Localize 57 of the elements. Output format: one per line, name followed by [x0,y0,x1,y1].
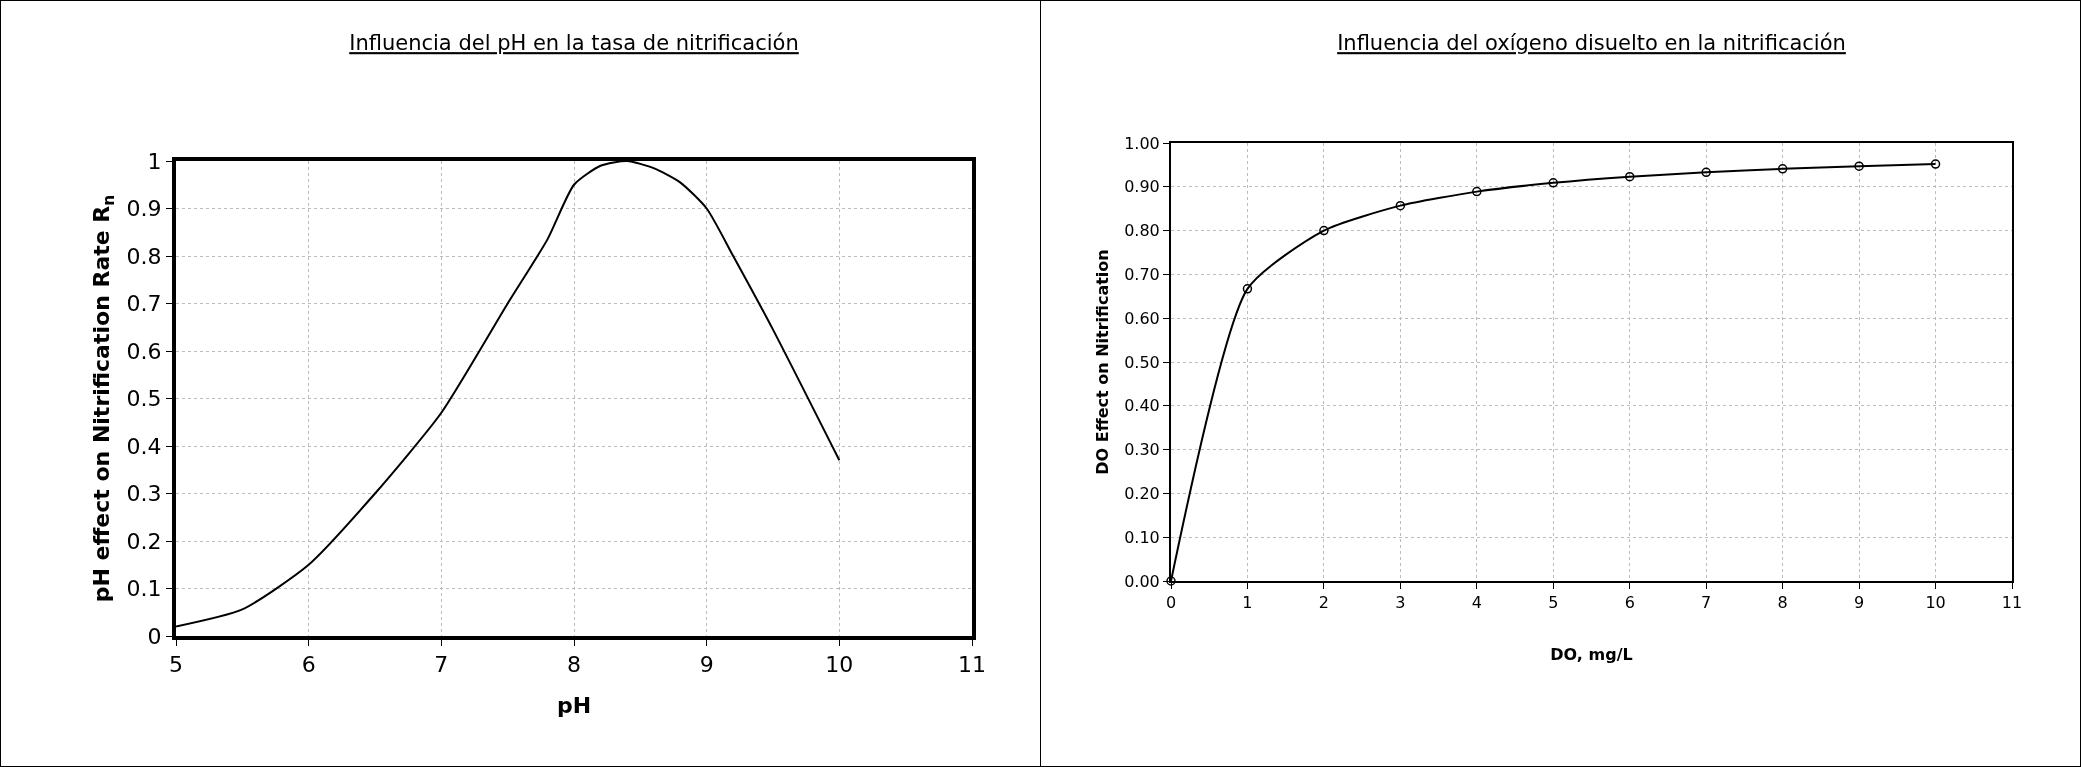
point [1395,200,1406,211]
y-tick-label: 0.1 [126,576,162,602]
point [1472,186,1482,197]
x-tick-label: 10 [1925,593,1946,613]
x-axis-title: DO, mg/L [1550,645,1633,665]
x-tick-label: 9 [699,652,714,678]
point [1624,171,1635,182]
x-tick-label: 10 [825,652,854,678]
y-axis-title: DO Effect on Nitrification [1092,249,1112,475]
x-tick-label: 7 [434,652,449,678]
y-tick-label: 0.5 [126,386,162,412]
point [1319,225,1329,236]
y-tick-label: 0.9 [126,196,162,222]
x-tick-label: 7 [1701,593,1712,613]
x-tick-label: 5 [169,652,183,678]
y-tick-label: 0.00 [1124,571,1160,591]
x-axis-title: pH [556,692,592,718]
x-tick-label: 5 [1548,593,1559,613]
y-tick-label: 0.90 [1124,177,1160,197]
x-tick-label: 11 [2001,593,2023,613]
chart-title: Influencia del pH en la tasa de nitrificación [349,31,799,56]
y-tick-label: 0.7 [126,291,162,317]
x-tick-label: 4 [1471,593,1482,613]
y-tick-label: 0.4 [126,433,162,459]
x-tick-label: 2 [1318,593,1329,613]
y-tick-label: 0.50 [1124,352,1160,372]
point [1548,178,1559,188]
point [1930,159,1941,169]
y-tick-label: 1 [147,148,162,174]
point [1166,576,1176,586]
x-tick-label: 0 [1165,593,1177,613]
y-tick-label: 1.00 [1124,133,1160,153]
x-tick-label: 8 [1777,593,1788,613]
y-tick-label: 0.2 [126,528,162,554]
y-tick-label: 0.30 [1124,440,1160,460]
y-tick-label: 0.80 [1124,221,1160,241]
y-tick-label: 0.6 [126,338,162,364]
x-tick-label: 6 [1624,593,1635,613]
point [1854,161,1864,171]
y-tick-label: 0 [147,623,162,649]
y-tick-label: 0.40 [1124,396,1160,416]
y-tick-label: 0.10 [1124,527,1160,547]
y-tick-label: 0.60 [1124,308,1160,328]
point [1242,284,1253,294]
chart-title: Influencia del oxígeno disuelto en la nitrificación [1337,31,1846,56]
x-tick-label: 11 [958,652,986,678]
point [1701,167,1711,178]
x-tick-label: 1 [1242,593,1253,613]
y-tick-label: 0.3 [126,481,162,507]
y-tick-label: 0.8 [126,243,162,269]
y-tick-label: 0.20 [1124,484,1160,503]
x-tick-label: 6 [301,652,316,678]
y-tick-label: 0.70 [1124,265,1160,284]
x-tick-label: 9 [1854,593,1865,613]
x-tick-label: 3 [1395,593,1406,613]
point [1777,164,1788,174]
x-tick-label: 8 [567,652,581,678]
